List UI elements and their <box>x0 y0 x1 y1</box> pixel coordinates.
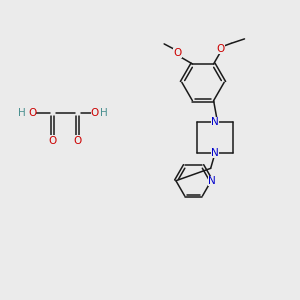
Text: O: O <box>28 108 36 118</box>
Text: O: O <box>174 48 182 58</box>
Text: O: O <box>91 108 99 118</box>
Text: N: N <box>211 148 219 158</box>
Text: O: O <box>74 136 82 146</box>
Text: O: O <box>49 136 57 146</box>
Text: H: H <box>100 108 107 118</box>
Text: H: H <box>18 108 26 118</box>
Text: N: N <box>211 117 219 127</box>
Text: O: O <box>217 44 225 54</box>
Text: N: N <box>208 176 216 186</box>
